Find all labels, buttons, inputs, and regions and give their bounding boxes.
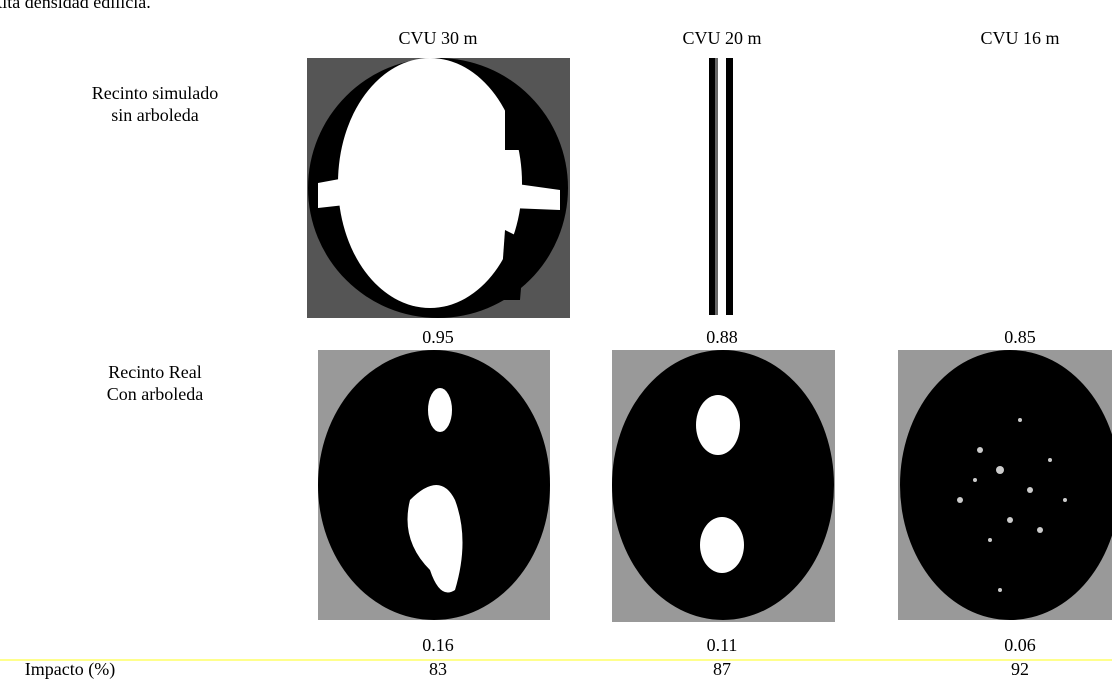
row-label: sin arboleda	[111, 105, 198, 125]
cell-value: 0.11	[707, 635, 738, 655]
cell-value: 0.06	[1004, 635, 1036, 655]
page: Alta densidad edilicia. CVU 30 m CVU 20 …	[0, 0, 1112, 679]
row-label: Recinto Real	[108, 362, 201, 382]
cell-value: 0.88	[706, 327, 738, 347]
cell-value: 83	[429, 659, 447, 679]
column-header: CVU 30 m	[398, 28, 477, 48]
column-header: CVU 20 m	[682, 28, 761, 48]
fisheye-real-16	[898, 350, 1112, 620]
cell-value: 0.95	[422, 327, 454, 347]
column-header: CVU 16 m	[980, 28, 1059, 48]
caption: Alta densidad edilicia.	[0, 0, 151, 12]
row-label: Impacto (%)	[25, 659, 115, 679]
cell-value: 92	[1011, 659, 1029, 679]
fisheye-simulated-20	[709, 58, 733, 315]
fisheye-real-30	[318, 350, 550, 620]
row-label: Recinto simulado	[92, 83, 218, 103]
fisheye-real-20	[612, 350, 835, 622]
cell-value: 0.16	[422, 635, 454, 655]
fisheye-simulated-30	[307, 58, 570, 318]
cell-value: 0.85	[1004, 327, 1036, 347]
figure: Alta densidad edilicia. CVU 30 m CVU 20 …	[0, 0, 1112, 679]
cell-value: 87	[713, 659, 731, 679]
row-label: Con arboleda	[107, 384, 203, 404]
